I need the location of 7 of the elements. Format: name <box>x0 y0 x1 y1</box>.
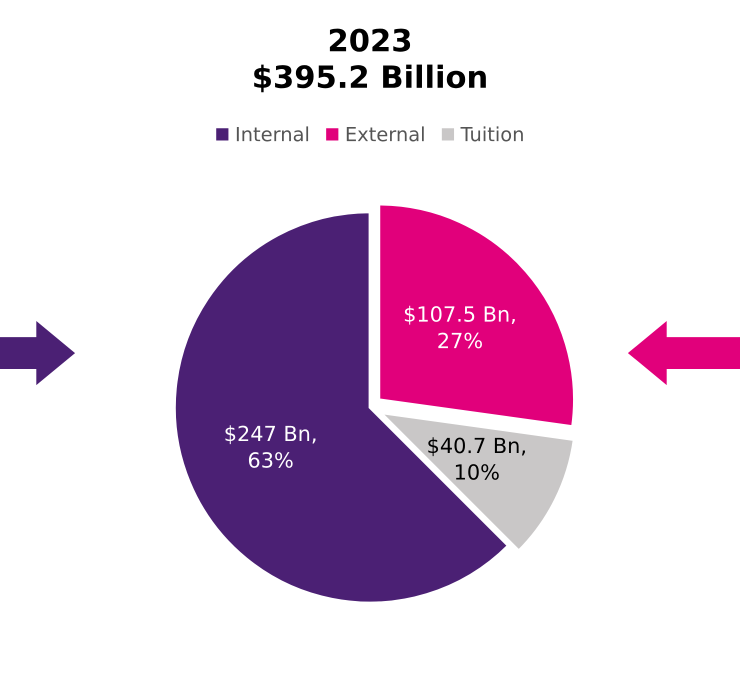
data-label: $40.7 Bn, 10% <box>428 437 525 480</box>
data-label: $247 Bn, 63% <box>225 425 316 468</box>
chart-title: 2023 $395.2 Billion <box>254 28 486 92</box>
legend-label: External <box>346 126 424 142</box>
legend-label: Internal <box>236 126 308 142</box>
legend-label: Tuition <box>460 126 523 142</box>
data-label: $107.5 Bn, 27% <box>404 306 515 348</box>
